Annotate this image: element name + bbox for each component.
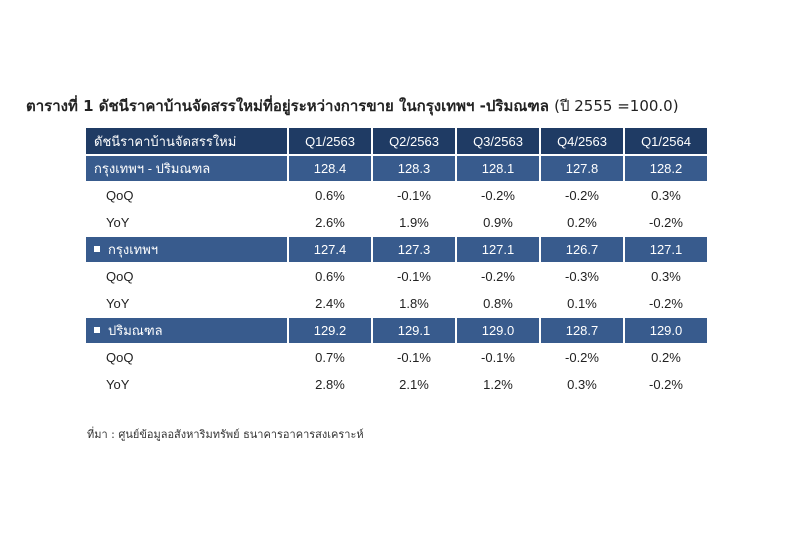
change-value-cell: 0.9%: [456, 209, 541, 237]
base-year-note: (ปี 2555 =100.0): [554, 97, 679, 115]
index-value-cell: 129.1: [372, 317, 457, 345]
group-row: กรุงเทพฯ - ปริมณฑล 128.4 128.3 128.1 127.8 12…: [86, 155, 709, 183]
change-label: YoY: [86, 290, 289, 318]
change-value-cell: 2.1%: [372, 371, 457, 399]
change-value-cell: 0.6%: [288, 182, 373, 210]
table-title: ตารางที่ 1 ดัชนีราคาบ้านจัดสรรใหม่ที่อยู…: [26, 97, 549, 115]
index-value-cell: 128.1: [456, 155, 541, 183]
group-label: ปริมณฑล: [108, 323, 163, 338]
index-value-cell: 128.2: [624, 155, 709, 183]
change-value-cell: 2.8%: [288, 371, 373, 399]
group-label-cell: กรุงเทพฯ - ปริมณฑล: [86, 155, 289, 183]
change-row: QoQ 0.6% -0.1% -0.2% -0.3% 0.3%: [86, 263, 709, 291]
column-header: Q3/2563: [456, 128, 541, 156]
change-value-cell: 0.3%: [624, 182, 709, 210]
change-value-cell: 0.7%: [288, 344, 373, 372]
page-title: ตารางที่ 1 ดัชนีราคาบ้านจัดสรรใหม่ที่อยู…: [26, 94, 786, 118]
change-value-cell: -0.1%: [372, 182, 457, 210]
change-value-cell: 2.4%: [288, 290, 373, 318]
index-value-cell: 127.4: [288, 236, 373, 264]
change-value-cell: 0.3%: [540, 371, 625, 399]
change-row: YoY 2.4% 1.8% 0.8% 0.1% -0.2%: [86, 290, 709, 318]
change-value-cell: 1.9%: [372, 209, 457, 237]
column-header: Q1/2563: [288, 128, 373, 156]
change-value-cell: 1.2%: [456, 371, 541, 399]
change-value-cell: -0.2%: [624, 371, 709, 399]
change-value-cell: -0.2%: [624, 290, 709, 318]
table-header-row: ดัชนีราคาบ้านจัดสรรใหม่ Q1/2563 Q2/2563 …: [86, 128, 709, 156]
column-header: Q2/2563: [372, 128, 457, 156]
price-index-table: ดัชนีราคาบ้านจัดสรรใหม่ Q1/2563 Q2/2563 …: [86, 128, 709, 399]
source-note: ที่มา : ศูนย์ข้อมูลอสังหาริมทรัพย์ ธนาคา…: [87, 428, 364, 441]
change-row: QoQ 0.7% -0.1% -0.1% -0.2% 0.2%: [86, 344, 709, 372]
index-value-cell: 127.3: [372, 236, 457, 264]
change-label: QoQ: [86, 182, 289, 210]
change-label: QoQ: [86, 344, 289, 372]
change-value-cell: -0.3%: [540, 263, 625, 291]
group-label: กรุงเทพฯ: [108, 242, 159, 257]
change-row: QoQ 0.6% -0.1% -0.2% -0.2% 0.3%: [86, 182, 709, 210]
group-label-cell: กรุงเทพฯ: [86, 236, 289, 264]
index-value-cell: 127.8: [540, 155, 625, 183]
change-value-cell: 0.2%: [540, 209, 625, 237]
change-value-cell: 2.6%: [288, 209, 373, 237]
index-value-cell: 127.1: [456, 236, 541, 264]
change-row: YoY 2.6% 1.9% 0.9% 0.2% -0.2%: [86, 209, 709, 237]
change-value-cell: 0.3%: [624, 263, 709, 291]
index-value-cell: 129.0: [456, 317, 541, 345]
header-label: ดัชนีราคาบ้านจัดสรรใหม่: [86, 128, 289, 156]
square-bullet-icon: [94, 326, 100, 333]
group-row: กรุงเทพฯ 127.4 127.3 127.1 126.7 127.1: [86, 236, 709, 264]
change-label: YoY: [86, 209, 289, 237]
change-label: QoQ: [86, 263, 289, 291]
group-row: ปริมณฑล 129.2 129.1 129.0 128.7 129.0: [86, 317, 709, 345]
index-value-cell: 128.3: [372, 155, 457, 183]
index-value-cell: 126.7: [540, 236, 625, 264]
change-value-cell: -0.1%: [372, 344, 457, 372]
change-value-cell: -0.2%: [456, 182, 541, 210]
index-value-cell: 127.1: [624, 236, 709, 264]
change-value-cell: 0.8%: [456, 290, 541, 318]
change-value-cell: -0.2%: [540, 182, 625, 210]
change-value-cell: -0.2%: [540, 344, 625, 372]
change-value-cell: -0.1%: [456, 344, 541, 372]
change-value-cell: 0.1%: [540, 290, 625, 318]
index-value-cell: 128.7: [540, 317, 625, 345]
change-value-cell: -0.1%: [372, 263, 457, 291]
index-value-cell: 129.2: [288, 317, 373, 345]
change-value-cell: 0.2%: [624, 344, 709, 372]
column-header: Q4/2563: [540, 128, 625, 156]
index-value-cell: 129.0: [624, 317, 709, 345]
group-label-cell: ปริมณฑล: [86, 317, 289, 345]
square-bullet-icon: [94, 245, 100, 252]
change-value-cell: 0.6%: [288, 263, 373, 291]
change-label: YoY: [86, 371, 289, 399]
column-header: Q1/2564: [624, 128, 709, 156]
change-row: YoY 2.8% 2.1% 1.2% 0.3% -0.2%: [86, 371, 709, 399]
change-value-cell: -0.2%: [456, 263, 541, 291]
group-label: กรุงเทพฯ - ปริมณฑล: [94, 161, 211, 176]
index-value-cell: 128.4: [288, 155, 373, 183]
change-value-cell: -0.2%: [624, 209, 709, 237]
change-value-cell: 1.8%: [372, 290, 457, 318]
